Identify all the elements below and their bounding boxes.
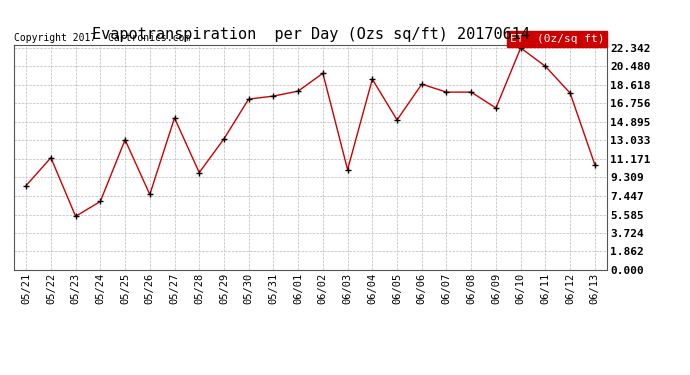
Text: ET  (0z/sq ft): ET (0z/sq ft) <box>510 34 604 44</box>
Title: Evapotranspiration  per Day (Ozs sq/ft) 20170614: Evapotranspiration per Day (Ozs sq/ft) 2… <box>92 27 529 42</box>
Text: Copyright 2017  Cartronics.com: Copyright 2017 Cartronics.com <box>14 33 190 43</box>
